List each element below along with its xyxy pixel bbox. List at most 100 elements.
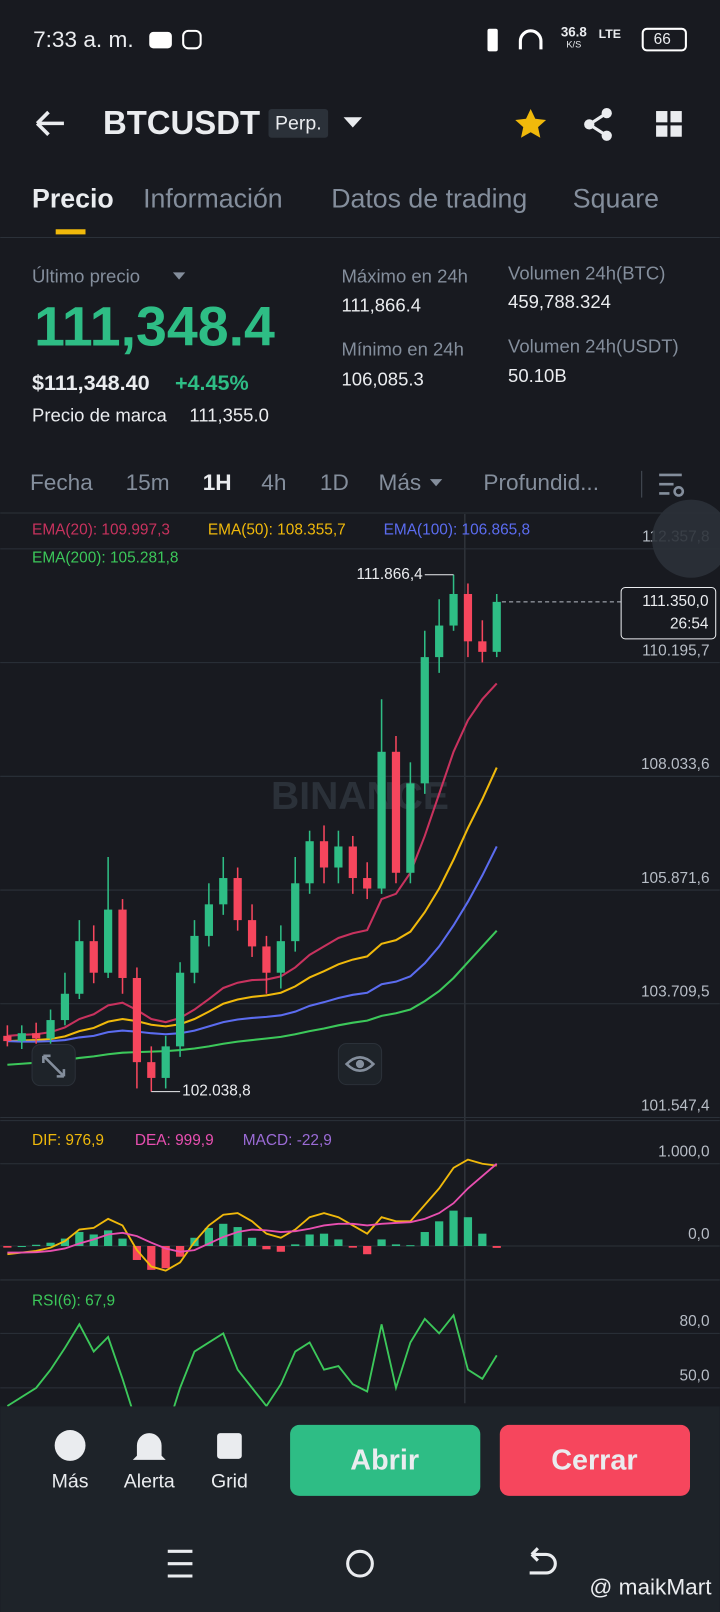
candle-body: [118, 909, 127, 978]
back-button[interactable]: [35, 110, 64, 136]
grid-icon[interactable]: [217, 1433, 242, 1459]
interval[interactable]: 4h: [261, 470, 286, 495]
vol-usdt: 50.10B: [508, 365, 567, 386]
histogram-bar: [60, 1238, 70, 1247]
chart-area: 112.357,8110.195,7108.033,6105.871,6103.…: [0, 529, 720, 1444]
histogram-bar: [104, 1230, 113, 1247]
price-change: +4.45%: [175, 370, 249, 395]
grid-menu[interactable]: [656, 111, 682, 137]
candle-body: [492, 601, 501, 652]
histogram-bar: [276, 1246, 285, 1252]
y-tick-label: 50,0: [680, 1368, 710, 1385]
low-label: 102.038,8: [182, 1083, 251, 1100]
candle-body: [161, 1046, 170, 1078]
tab[interactable]: Datos de trading: [331, 184, 527, 214]
mark-price-label: Precio de marca: [32, 404, 167, 425]
nav-recents[interactable]: [167, 1549, 193, 1578]
alert-label[interactable]: Alerta: [124, 1471, 175, 1493]
candle-body: [435, 625, 444, 658]
nav-back[interactable]: [529, 1547, 557, 1575]
dropdown[interactable]: [172, 272, 186, 280]
series-line: [7, 767, 498, 1043]
histogram-bar: [492, 1246, 501, 1248]
candle-body: [190, 935, 199, 973]
series-line: [6, 1313, 498, 1444]
histogram-bar: [75, 1232, 84, 1247]
candle-body: [204, 904, 213, 936]
vol-btc: 459,788.324: [508, 291, 611, 312]
vibrate-icon: [487, 28, 498, 52]
candle-body: [60, 993, 70, 1021]
y-tick-label: 108.033,6: [641, 756, 710, 773]
perp-badge: Perp.: [275, 113, 322, 135]
histogram-bar: [406, 1245, 415, 1247]
legend-entry: EMA(100): 106.865,8: [384, 522, 530, 539]
histogram-bar: [204, 1227, 213, 1247]
last-price-usd: $111,348.40: [32, 370, 150, 395]
network-type: LTE: [599, 27, 621, 41]
candle-body: [219, 878, 228, 905]
favorite-star[interactable]: [515, 108, 547, 138]
high-label: 111.866,4: [356, 566, 423, 583]
histogram-bar: [363, 1246, 372, 1255]
close-label[interactable]: Cerrar: [551, 1445, 637, 1477]
interval[interactable]: 15m: [126, 470, 170, 495]
candle-body: [17, 1033, 26, 1042]
alert-icon[interactable]: [132, 1433, 166, 1460]
legend-entry: RSI(6): 67,9: [32, 1293, 115, 1310]
y-tick-label: 103.709,5: [641, 984, 710, 1001]
tab[interactable]: Square: [573, 184, 659, 214]
low-24h-label: Mínimo en 24h: [341, 338, 463, 359]
histogram-bar: [3, 1246, 12, 1248]
interval[interactable]: 1D: [320, 470, 349, 495]
candle-body: [75, 941, 84, 994]
legend-entry: EMA(50): 108.355,7: [208, 522, 346, 539]
histogram-bar: [305, 1234, 314, 1247]
last-price: 111,348.4: [34, 296, 275, 358]
candle-body: [348, 846, 357, 879]
instagram-icon: [182, 29, 202, 50]
series-line: [7, 929, 498, 1066]
candle-body: [104, 909, 113, 973]
series-line: [7, 682, 498, 1037]
candle-body: [377, 751, 386, 889]
tab[interactable]: Información: [143, 184, 283, 214]
youtube-icon: [149, 31, 172, 49]
candle-body: [32, 1033, 41, 1039]
vol-btc-label: Volumen 24h(BTC): [508, 262, 665, 283]
interval[interactable]: Más: [379, 470, 422, 495]
symbol-dropdown[interactable]: [343, 117, 363, 128]
candle-body: [247, 920, 257, 947]
legend-entry: DEA: 999,9: [135, 1132, 214, 1149]
high-24h: 111,866.4: [341, 294, 421, 315]
interval[interactable]: 1H: [203, 470, 232, 495]
more-icon[interactable]: [54, 1430, 86, 1461]
candle-body: [449, 593, 458, 626]
grid-label[interactable]: Grid: [211, 1471, 248, 1493]
tab[interactable]: Precio: [32, 184, 114, 214]
eye-icon: [344, 1056, 376, 1073]
candle-body: [420, 657, 429, 784]
dropdown[interactable]: [429, 479, 443, 487]
open-button[interactable]: [290, 1424, 481, 1496]
floating-button[interactable]: [651, 499, 720, 578]
candle-body: [262, 946, 271, 973]
open-label[interactable]: Abrir: [350, 1445, 419, 1477]
series-line: [7, 1163, 498, 1254]
symbol[interactable]: BTCUSDT: [103, 104, 260, 141]
interval[interactable]: Fecha: [30, 470, 93, 495]
candle-body: [175, 972, 185, 1047]
histogram-bar: [147, 1246, 156, 1270]
legend-entry: DIF: 976,9: [32, 1132, 104, 1149]
close-button[interactable]: [499, 1424, 691, 1496]
interval[interactable]: Profundid...: [483, 470, 599, 495]
nav-home[interactable]: [346, 1549, 374, 1578]
histogram-bar: [435, 1221, 444, 1247]
histogram-bar: [247, 1237, 257, 1247]
share-button[interactable]: [584, 107, 612, 141]
more-label[interactable]: Más: [52, 1471, 89, 1493]
histogram-bar: [348, 1246, 357, 1248]
chart-settings[interactable]: [659, 473, 685, 497]
y-tick-label: 110.195,7: [642, 642, 709, 659]
